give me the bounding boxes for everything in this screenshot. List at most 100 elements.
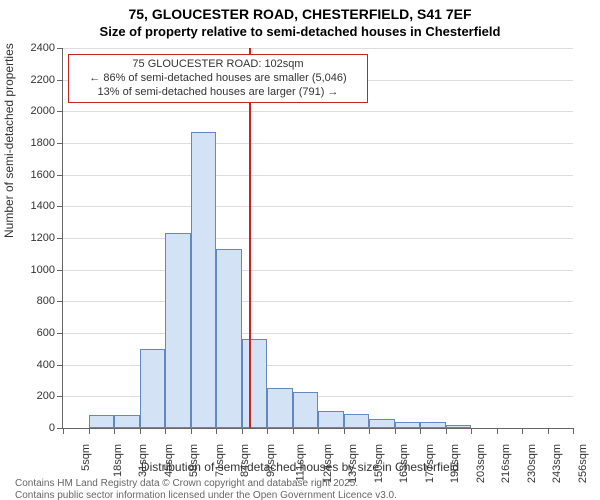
x-tick bbox=[548, 428, 549, 434]
x-tick bbox=[497, 428, 498, 434]
histogram-bar bbox=[267, 388, 293, 428]
y-tick-label: 200 bbox=[5, 390, 55, 402]
annotation-line3: 13% of semi-detached houses are larger (… bbox=[75, 86, 361, 100]
x-tick bbox=[63, 428, 64, 434]
y-tick-label: 800 bbox=[5, 295, 55, 307]
gridline bbox=[63, 301, 573, 302]
histogram-bar bbox=[395, 422, 421, 428]
chart-title-line1: 75, GLOUCESTER ROAD, CHESTERFIELD, S41 7… bbox=[0, 6, 600, 22]
y-tick bbox=[57, 80, 63, 81]
x-tick bbox=[242, 428, 243, 434]
x-tick-label: 71sqm bbox=[214, 444, 226, 477]
x-tick bbox=[165, 428, 166, 434]
x-tick-label: 177sqm bbox=[424, 444, 436, 483]
x-tick-label: 190sqm bbox=[449, 444, 461, 483]
histogram-bar bbox=[114, 415, 140, 428]
y-tick-label: 2200 bbox=[5, 74, 55, 86]
histogram-bar bbox=[446, 425, 472, 428]
x-tick bbox=[293, 428, 294, 434]
x-tick-label: 137sqm bbox=[347, 444, 359, 483]
histogram-bar bbox=[242, 339, 268, 428]
y-tick bbox=[57, 206, 63, 207]
x-tick bbox=[140, 428, 141, 434]
x-tick bbox=[573, 428, 574, 434]
footer-line2: Contains public sector information licen… bbox=[15, 490, 397, 500]
x-tick-label: 58sqm bbox=[188, 444, 200, 477]
chart-container: 75, GLOUCESTER ROAD, CHESTERFIELD, S41 7… bbox=[0, 0, 600, 500]
y-tick bbox=[57, 270, 63, 271]
annotation-box: 75 GLOUCESTER ROAD: 102sqm ← 86% of semi… bbox=[68, 54, 368, 103]
y-tick-label: 600 bbox=[5, 327, 55, 339]
y-tick bbox=[57, 238, 63, 239]
x-tick bbox=[318, 428, 319, 434]
gridline bbox=[63, 175, 573, 176]
histogram-bar bbox=[216, 249, 242, 428]
gridline bbox=[63, 111, 573, 112]
x-tick-label: 18sqm bbox=[112, 444, 124, 477]
x-tick-label: 124sqm bbox=[322, 444, 334, 483]
plot-area bbox=[62, 48, 573, 429]
chart-title-line2: Size of property relative to semi-detach… bbox=[0, 24, 600, 39]
x-tick bbox=[114, 428, 115, 434]
gridline bbox=[63, 270, 573, 271]
x-tick-label: 31sqm bbox=[137, 444, 149, 477]
x-tick-label: 5sqm bbox=[80, 444, 92, 471]
x-tick bbox=[267, 428, 268, 434]
x-tick-label: 256sqm bbox=[577, 444, 589, 483]
y-tick bbox=[57, 396, 63, 397]
x-tick-label: 230sqm bbox=[526, 444, 538, 483]
y-tick bbox=[57, 175, 63, 176]
y-tick-label: 1800 bbox=[5, 137, 55, 149]
histogram-bar bbox=[318, 411, 344, 428]
gridline bbox=[63, 206, 573, 207]
y-tick-label: 1200 bbox=[5, 232, 55, 244]
gridline bbox=[63, 143, 573, 144]
x-tick bbox=[89, 428, 90, 434]
x-tick-label: 97sqm bbox=[265, 444, 277, 477]
x-tick bbox=[471, 428, 472, 434]
x-tick bbox=[395, 428, 396, 434]
x-tick bbox=[420, 428, 421, 434]
x-tick bbox=[522, 428, 523, 434]
x-tick-label: 163sqm bbox=[398, 444, 410, 483]
y-tick-label: 2000 bbox=[5, 105, 55, 117]
x-tick bbox=[344, 428, 345, 434]
histogram-bar bbox=[165, 233, 191, 428]
gridline bbox=[63, 48, 573, 49]
y-tick bbox=[57, 365, 63, 366]
x-tick-label: 203sqm bbox=[475, 444, 487, 483]
y-tick-label: 0 bbox=[5, 422, 55, 434]
y-tick-label: 1600 bbox=[5, 169, 55, 181]
annotation-line2: ← 86% of semi-detached houses are smalle… bbox=[75, 72, 361, 86]
x-tick bbox=[216, 428, 217, 434]
y-tick bbox=[57, 333, 63, 334]
gridline bbox=[63, 238, 573, 239]
y-tick bbox=[57, 143, 63, 144]
x-tick-label: 111sqm bbox=[295, 444, 307, 482]
y-tick-label: 1400 bbox=[5, 200, 55, 212]
x-tick-label: 84sqm bbox=[239, 444, 251, 477]
gridline bbox=[63, 333, 573, 334]
y-tick bbox=[57, 301, 63, 302]
x-tick-label: 150sqm bbox=[373, 444, 385, 483]
histogram-bar bbox=[420, 422, 446, 428]
y-tick-label: 400 bbox=[5, 359, 55, 371]
histogram-bar bbox=[344, 414, 370, 428]
histogram-bar bbox=[140, 349, 166, 428]
y-tick-label: 2400 bbox=[5, 42, 55, 54]
histogram-bar bbox=[191, 132, 217, 428]
histogram-bar bbox=[293, 392, 319, 428]
footer-line1: Contains HM Land Registry data © Crown c… bbox=[15, 478, 358, 489]
y-tick bbox=[57, 111, 63, 112]
x-tick-label: 243sqm bbox=[551, 444, 563, 483]
x-tick bbox=[446, 428, 447, 434]
x-tick bbox=[369, 428, 370, 434]
histogram-bar bbox=[369, 419, 395, 429]
reference-line bbox=[249, 48, 251, 428]
x-tick bbox=[191, 428, 192, 434]
x-tick-label: 45sqm bbox=[163, 444, 175, 477]
histogram-bar bbox=[89, 415, 115, 428]
annotation-line1: 75 GLOUCESTER ROAD: 102sqm bbox=[75, 58, 361, 72]
y-tick bbox=[57, 48, 63, 49]
x-tick-label: 216sqm bbox=[500, 444, 512, 483]
